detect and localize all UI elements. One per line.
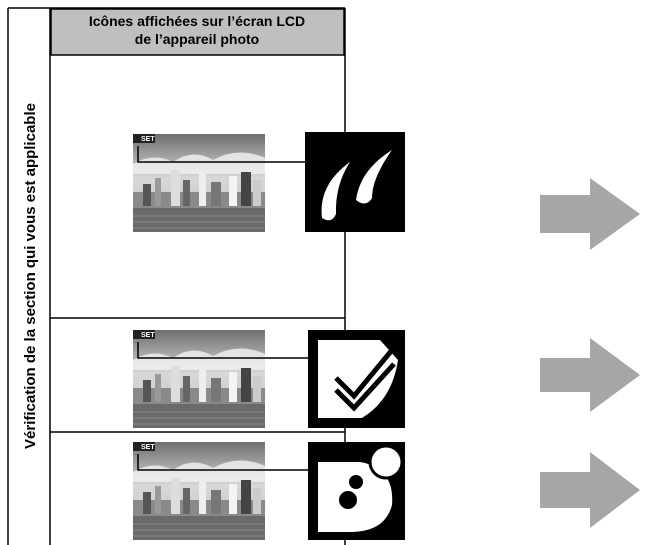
badge: SET [141,332,155,339]
badge: SET [141,444,155,451]
row: SET [132,329,640,429]
header-cell [50,8,345,56]
table-frame [7,7,346,545]
header-line: Icônes affichées sur l’écran LCD [89,13,305,29]
header-line: de l’appareil photo [135,31,259,47]
row: SET [132,441,640,541]
badge: SET [141,136,155,143]
row: SET [132,132,640,250]
side-label: Vérification de la section qui vous est … [22,103,39,449]
